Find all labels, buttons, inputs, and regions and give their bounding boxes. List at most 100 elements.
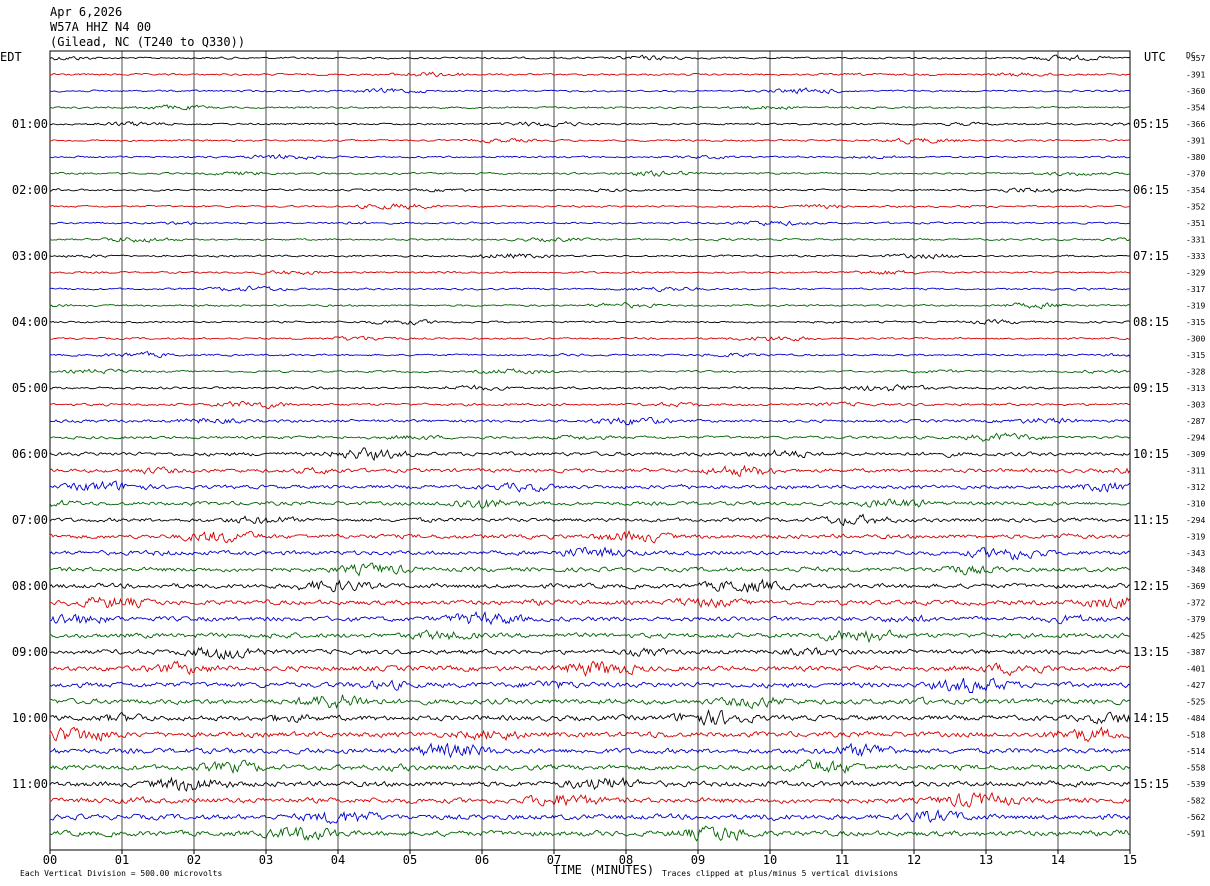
left-hour-label: 08:00 [12, 579, 48, 593]
dc-offset-label: -309 [1186, 450, 1205, 459]
seismic-trace [49, 87, 1131, 95]
seismic-trace [49, 220, 1131, 227]
x-tick-label: 04 [331, 853, 345, 867]
dc-offset-label: -311 [1186, 467, 1205, 476]
x-tick-label: 09 [691, 853, 705, 867]
seismic-trace [49, 562, 1131, 577]
dc-offset-label: -370 [1186, 170, 1205, 179]
seismic-trace [49, 368, 1131, 375]
station-location: (Gilead, NC (T240 to Q330)) [50, 35, 245, 49]
x-tick-label: 08 [619, 853, 633, 867]
dc-offset-label: -343 [1186, 549, 1205, 558]
right-hour-label: 15:15 [1133, 777, 1169, 791]
seismic-trace [49, 677, 1131, 693]
seismic-trace [49, 694, 1131, 710]
dc-label: DC [1186, 51, 1196, 60]
x-tick-label: 14 [1051, 853, 1065, 867]
dc-offset-label: -562 [1186, 813, 1205, 822]
x-tick-label: 11 [835, 853, 849, 867]
dc-offset-label: -525 [1186, 698, 1205, 707]
dc-offset-label: -328 [1186, 368, 1205, 377]
station-id: W57A HHZ N4 00 [50, 20, 151, 34]
dc-offset-label: -333 [1186, 252, 1205, 261]
right-hour-label: 12:15 [1133, 579, 1169, 593]
seismic-trace [49, 646, 1131, 661]
right-hour-label: 14:15 [1133, 711, 1169, 725]
right-hour-label: 08:15 [1133, 315, 1169, 329]
dc-offset-label: -354 [1186, 186, 1205, 195]
dc-offset-label: -391 [1186, 71, 1205, 80]
seismic-trace [49, 383, 1131, 392]
dc-offset-label: -312 [1186, 483, 1205, 492]
left-hour-label: 10:00 [12, 711, 48, 725]
left-hour-label: 06:00 [12, 447, 48, 461]
x-tick-label: 10 [763, 853, 777, 867]
right-hour-label: 09:15 [1133, 381, 1169, 395]
seismic-trace [49, 416, 1131, 426]
dc-offset-label: -484 [1186, 714, 1205, 723]
dc-offset-label: -331 [1186, 236, 1205, 245]
dc-offset-label: -300 [1186, 335, 1205, 344]
seismic-trace [49, 170, 1131, 178]
dc-offset-label: -294 [1186, 434, 1205, 443]
seismic-trace [49, 596, 1131, 610]
seismic-trace [49, 285, 1131, 293]
dc-offset-label: -317 [1186, 285, 1205, 294]
x-axis-ticks: 00 01 02 03 04 05 06 07 08 09 10 11 12 13 14 15 [43, 850, 1137, 867]
dc-offset-label: -425 [1186, 632, 1205, 641]
x-tick-label: 03 [259, 853, 273, 867]
seismic-trace [49, 498, 1131, 510]
right-hour-labels: 05:15 06:15 07:15 08:15 09:15 10:15 11:15 12:15… [1133, 117, 1169, 791]
seismic-trace [49, 104, 1131, 111]
seismic-trace [49, 187, 1131, 193]
x-tick-label: 02 [187, 853, 201, 867]
right-axis-label: UTC [1144, 50, 1166, 64]
seismic-trace [49, 253, 1131, 260]
seismic-trace [49, 825, 1131, 842]
dc-offset-label: -360 [1186, 87, 1205, 96]
dc-offset-label: -315 [1186, 351, 1205, 360]
seismic-trace [49, 137, 1131, 145]
x-tick-label: 05 [403, 853, 417, 867]
seismic-trace [49, 726, 1131, 743]
x-tick-label: 13 [979, 853, 993, 867]
dc-offset-label: -313 [1186, 384, 1205, 393]
dc-offset-labels: -357 -391 -360 -354 -366 -391 -380 -370 -354 -352… [1186, 54, 1205, 839]
footer: TIME (MINUTES) Each Vertical Division = … [20, 863, 898, 878]
dc-offset-label: -366 [1186, 120, 1205, 129]
seismic-trace [49, 578, 1131, 593]
dc-offset-label: -357 [1186, 54, 1205, 63]
seismic-trace [49, 302, 1131, 310]
dc-offset-label: -427 [1186, 681, 1205, 690]
dc-offset-label: -303 [1186, 401, 1205, 410]
dc-offset-label: -287 [1186, 417, 1205, 426]
seismic-trace [49, 464, 1131, 478]
plot-date: Apr 6,2026 [50, 5, 122, 19]
left-hour-labels: 01:00 02:00 03:00 04:00 05:00 06:00 07:00 08:00… [12, 117, 48, 791]
left-hour-label: 11:00 [12, 777, 48, 791]
seismic-trace [49, 529, 1131, 544]
dc-offset-label: -315 [1186, 318, 1205, 327]
dc-offset-label: -369 [1186, 582, 1205, 591]
plot-frame [49, 50, 1131, 851]
seismic-trace [49, 513, 1131, 527]
dc-offset-label: -319 [1186, 533, 1205, 542]
x-tick-label: 15 [1123, 853, 1137, 867]
left-hour-label: 04:00 [12, 315, 48, 329]
right-hour-label: 13:15 [1133, 645, 1169, 659]
dc-offset-label: -387 [1186, 648, 1205, 657]
seismic-trace [49, 480, 1131, 493]
dc-offset-label: -329 [1186, 269, 1205, 278]
dc-offset-label: -518 [1186, 731, 1205, 740]
seismic-trace [49, 120, 1131, 128]
dc-offset-label: -372 [1186, 599, 1205, 608]
x-tick-label: 00 [43, 853, 57, 867]
dc-offset-label: -391 [1186, 137, 1205, 146]
dc-offset-label: -351 [1186, 219, 1205, 228]
seismic-trace [49, 203, 1131, 210]
left-hour-label: 05:00 [12, 381, 48, 395]
left-hour-label: 02:00 [12, 183, 48, 197]
seismic-trace [49, 54, 1131, 62]
seismic-trace [49, 759, 1131, 775]
right-hour-label: 11:15 [1133, 513, 1169, 527]
